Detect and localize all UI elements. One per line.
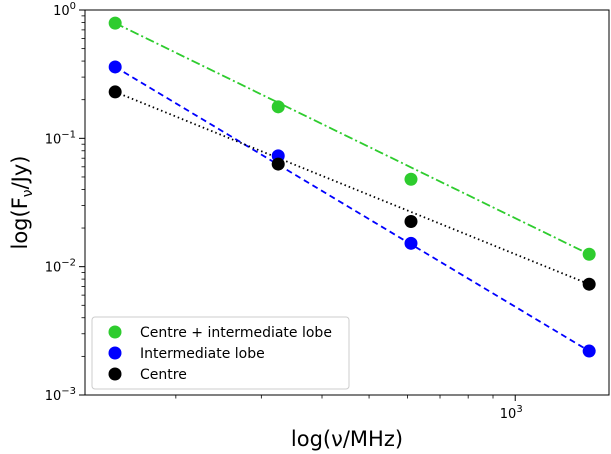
y-tick-label-3: 10−1 [45, 129, 76, 147]
legend-marker-2 [108, 346, 122, 360]
fit-line-series-2 [114, 66, 590, 352]
axis-ticks: 10−3 10−2 10−1 100 103 [45, 1, 523, 422]
y-tick-label-2: 10−2 [45, 258, 76, 276]
data-point-series-1-3 [404, 172, 418, 186]
y-tick-label-4: 100 [53, 1, 76, 19]
y-axis-label: log(Fν/Jy) [8, 155, 36, 249]
fit-lines [114, 22, 590, 352]
data-point-series-2-4 [582, 344, 596, 358]
legend-label-1: Centre + intermediate lobe [140, 325, 332, 341]
fit-line-series-1 [114, 22, 590, 256]
legend-marker-1 [108, 325, 122, 339]
legend: Centre + intermediate lobe Intermediate l… [91, 316, 350, 390]
legend-marker-3 [108, 367, 122, 381]
legend-label-3: Centre [140, 367, 187, 383]
legend-label-2: Intermediate lobe [140, 346, 265, 362]
plot-frame [84, 9, 610, 396]
data-point-series-1-4 [582, 247, 596, 261]
data-point-series-1-1 [108, 16, 122, 30]
data-points [108, 16, 596, 358]
fit-line-series-3 [114, 91, 590, 286]
data-point-series-3-2 [271, 157, 285, 171]
x-tick-label-1: 103 [500, 404, 523, 422]
x-axis-label: log(ν/MHz) [291, 427, 403, 451]
legend-box [91, 316, 350, 390]
data-point-series-2-3 [404, 236, 418, 250]
y-tick-label-1: 10−3 [45, 386, 76, 404]
data-point-series-3-3 [404, 214, 418, 228]
data-point-series-3-4 [582, 277, 596, 291]
data-point-series-3-1 [108, 85, 122, 99]
data-point-series-2-1 [108, 60, 122, 74]
data-point-series-1-2 [271, 100, 285, 114]
